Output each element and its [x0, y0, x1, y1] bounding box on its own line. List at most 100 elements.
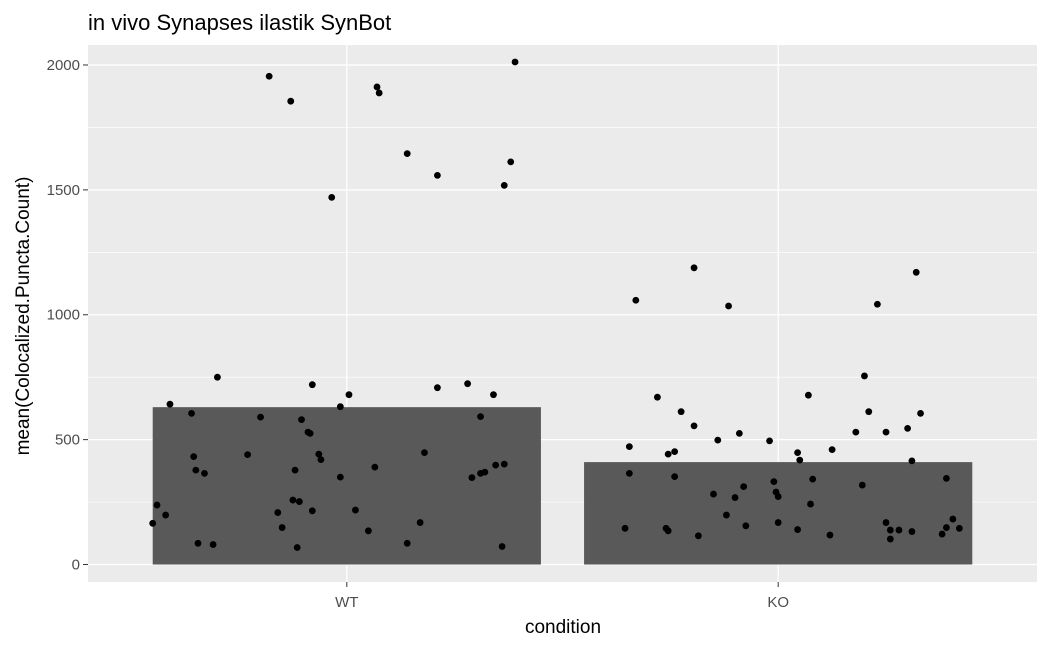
y-tick-label: 500	[55, 432, 80, 449]
data-point	[794, 449, 801, 457]
data-point	[464, 380, 471, 388]
data-point	[308, 507, 316, 515]
bar-wt	[152, 407, 541, 565]
data-point	[403, 150, 411, 158]
data-point	[336, 473, 344, 481]
data-point	[865, 408, 873, 416]
data-point	[694, 532, 702, 540]
data-point	[671, 473, 679, 480]
data-point	[632, 296, 640, 304]
data-point	[468, 474, 476, 481]
data-point	[794, 526, 801, 533]
data-point	[955, 524, 963, 532]
x-axis-title: condition	[525, 617, 601, 638]
data-point	[861, 372, 868, 380]
data-point	[209, 541, 217, 548]
data-point	[293, 544, 301, 551]
data-point	[774, 493, 782, 500]
data-point	[882, 519, 890, 526]
data-point	[943, 474, 950, 482]
data-point	[214, 373, 221, 381]
data-point	[735, 429, 743, 437]
data-point	[826, 531, 834, 539]
data-point	[188, 410, 195, 417]
data-point	[908, 528, 916, 535]
data-point	[274, 509, 282, 516]
data-point	[917, 410, 924, 417]
data-point	[403, 539, 411, 547]
data-point	[904, 424, 911, 432]
x-tick-label: WT	[335, 594, 358, 611]
data-point	[291, 466, 299, 474]
data-point	[725, 302, 732, 310]
data-point	[804, 391, 812, 399]
data-point	[809, 475, 817, 483]
data-point	[664, 450, 672, 458]
data-point	[278, 524, 286, 531]
data-point	[190, 453, 198, 461]
data-point	[895, 526, 903, 534]
data-point	[882, 428, 890, 436]
data-point	[192, 466, 200, 474]
data-point	[714, 436, 722, 444]
data-point	[500, 181, 508, 189]
data-point	[507, 158, 515, 166]
data-point	[477, 413, 484, 421]
data-point	[345, 391, 353, 399]
data-point	[886, 526, 894, 534]
data-point	[949, 515, 957, 523]
y-tick-label: 1500	[47, 182, 80, 199]
data-point	[194, 539, 202, 547]
data-point	[265, 72, 273, 80]
data-point	[828, 446, 836, 454]
data-point	[201, 469, 208, 477]
data-point	[328, 193, 336, 201]
data-point	[498, 543, 506, 550]
data-point	[943, 524, 950, 531]
data-point	[149, 519, 157, 527]
y-tick-label: 2000	[47, 57, 80, 74]
x-axis: WT KO	[335, 582, 789, 611]
data-point	[416, 519, 424, 526]
data-point	[886, 535, 894, 543]
data-point	[421, 449, 428, 457]
data-point	[289, 496, 297, 504]
data-point	[664, 527, 672, 535]
y-axis-title: mean(Colocalized.Puncta.Count)	[13, 177, 34, 456]
data-point	[166, 400, 174, 408]
data-point	[375, 89, 383, 97]
data-point	[352, 506, 359, 514]
data-point	[912, 268, 920, 276]
data-point	[500, 460, 508, 468]
data-point	[858, 481, 866, 489]
data-point	[677, 408, 685, 416]
data-point	[938, 530, 946, 538]
data-point	[654, 393, 661, 401]
data-point	[621, 524, 629, 532]
data-point	[625, 443, 633, 451]
data-point	[490, 391, 497, 399]
x-tick-label: KO	[767, 594, 789, 611]
bars	[152, 407, 973, 565]
data-point	[257, 413, 264, 421]
data-points	[149, 58, 963, 551]
data-point	[153, 501, 161, 509]
data-point	[774, 519, 782, 526]
data-point	[336, 403, 344, 411]
bar-ko	[584, 462, 973, 565]
data-point	[625, 469, 633, 477]
data-point	[690, 422, 698, 430]
data-point	[740, 483, 748, 490]
data-point	[908, 457, 916, 465]
data-point	[671, 448, 679, 456]
data-point	[295, 498, 303, 505]
y-axis: 0 500 1000 1500 2000	[47, 57, 88, 574]
data-point	[308, 381, 316, 389]
data-point	[766, 437, 773, 445]
data-point	[690, 264, 698, 272]
data-point	[434, 171, 441, 179]
data-point	[873, 300, 881, 308]
data-point	[373, 83, 381, 91]
y-tick-label: 0	[72, 557, 80, 574]
